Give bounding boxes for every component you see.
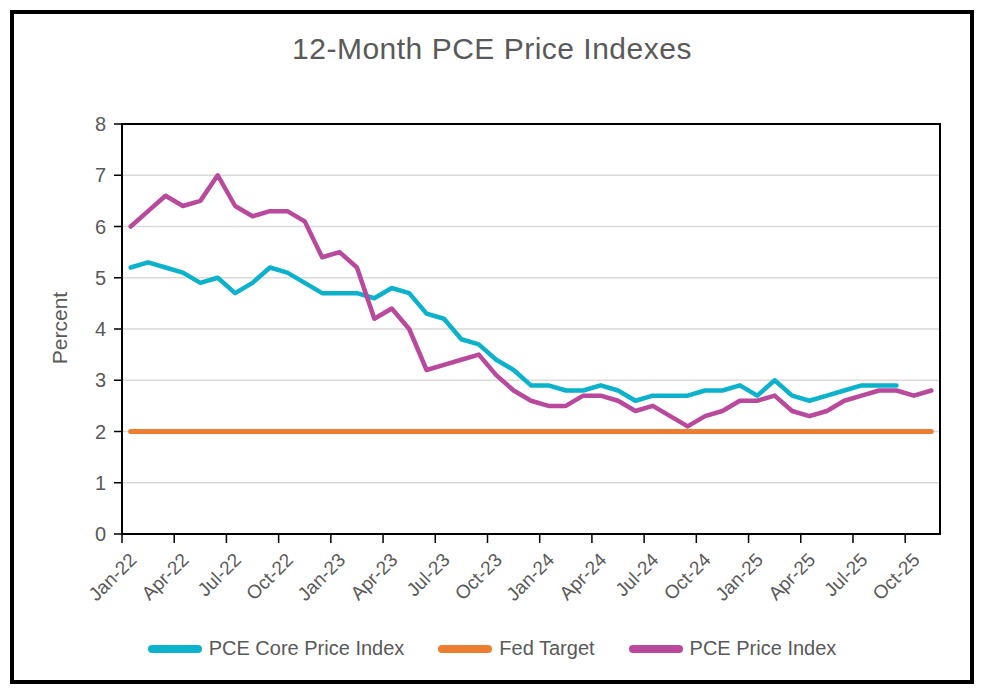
x-tick-label: Apr-25 (764, 549, 819, 604)
legend-swatch-fed-target (438, 645, 492, 653)
x-tick-label: Jul-22 (194, 549, 245, 600)
legend-swatch-pce-core-price-index (148, 645, 202, 653)
legend-label: PCE Price Index (690, 637, 837, 660)
x-tick-label: Jan-22 (85, 549, 141, 605)
chart-page: { "title": "12-Month PCE Price Indexes",… (0, 0, 984, 694)
y-tick-label: 2 (95, 421, 106, 443)
y-tick-label: 8 (95, 113, 106, 135)
legend-swatch-pce-price-index (629, 645, 683, 653)
y-tick-label: 4 (95, 318, 106, 340)
chart-legend: PCE Core Price Index Fed Target PCE Price … (0, 637, 984, 660)
x-tick-label: Oct-23 (451, 549, 506, 604)
x-tick-label: Jan-25 (711, 549, 767, 605)
x-tick-label: Oct-22 (242, 549, 297, 604)
x-tick-label: Oct-25 (869, 549, 924, 604)
x-tick-label: Apr-23 (346, 549, 401, 604)
x-tick-label: Apr-22 (138, 549, 193, 604)
x-tick-label: Jul-24 (611, 549, 663, 601)
series-line-pce-price-index (131, 175, 932, 426)
chart-plot-area: 012345678Jan-22Apr-22Jul-22Oct-22Jan-23A… (0, 0, 984, 694)
x-tick-label: Jan-23 (293, 549, 349, 605)
legend-item-pce-price-index: PCE Price Index (629, 637, 837, 660)
legend-item-pce-core-price-index: PCE Core Price Index (148, 637, 405, 660)
y-tick-label: 7 (95, 164, 106, 186)
x-tick-label: Jan-24 (502, 549, 558, 605)
legend-label: Fed Target (499, 637, 594, 660)
y-tick-label: 1 (95, 472, 106, 494)
y-tick-label: 5 (95, 267, 106, 289)
legend-label: PCE Core Price Index (209, 637, 405, 660)
x-tick-label: Jul-23 (402, 549, 453, 600)
x-tick-label: Jul-25 (820, 549, 871, 600)
y-tick-label: 3 (95, 369, 106, 391)
x-tick-label: Apr-24 (555, 549, 610, 604)
x-tick-label: Oct-24 (660, 549, 715, 604)
legend-item-fed-target: Fed Target (438, 637, 594, 660)
y-tick-label: 0 (95, 523, 106, 545)
y-tick-label: 6 (95, 216, 106, 238)
